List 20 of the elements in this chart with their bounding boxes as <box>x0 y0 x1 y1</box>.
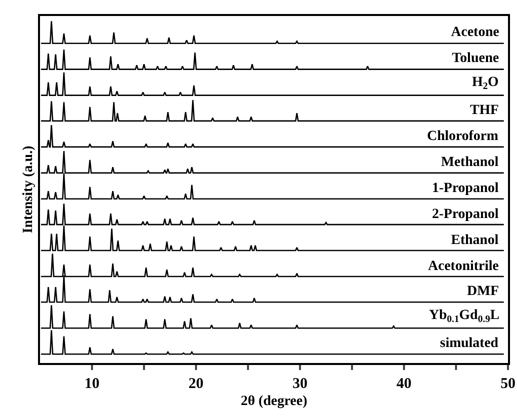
series-label: Ethanol <box>451 233 499 248</box>
series-label: Acetone <box>451 25 500 40</box>
series-label: H$_{2}$O <box>472 75 499 92</box>
y-axis-title: Intensity (a.u.) <box>21 145 36 234</box>
series-label: THF <box>470 103 499 118</box>
series-label: Yb$_{0.1}$Gd$_{0.9}$L <box>429 308 500 325</box>
series-label: Chloroform <box>427 129 499 144</box>
x-tick-label: 20 <box>188 376 204 392</box>
x-tick-label: 50 <box>500 376 516 392</box>
x-axis-title: 2θ (degree) <box>240 394 308 409</box>
series-label: simulated <box>440 336 499 351</box>
series-label: 1-Propanol <box>432 181 499 196</box>
series-label: Methanol <box>441 155 499 170</box>
series-label: Toluene <box>452 51 499 66</box>
series-label: DMF <box>467 284 499 299</box>
series-label: Acetonitrile <box>428 259 499 274</box>
series-label: 2-Propanol <box>432 207 499 222</box>
x-tick-label: 30 <box>292 376 308 392</box>
x-tick-label: 40 <box>396 376 412 392</box>
x-tick-label: 10 <box>84 376 100 392</box>
